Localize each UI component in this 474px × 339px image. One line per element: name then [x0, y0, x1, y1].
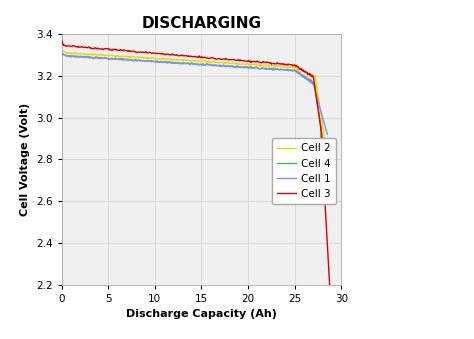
Cell 1: [139, 59, 145, 63]
Cell 3: [327, 283, 332, 287]
Cell 1: [322, 125, 328, 129]
Cell 3: [243, 59, 249, 63]
Cell 3: [230, 58, 236, 62]
Cell 4: [325, 172, 331, 176]
Title: DISCHARGING: DISCHARGING: [141, 16, 262, 31]
Cell 3: [294, 63, 300, 67]
Cell 2: [106, 54, 112, 58]
Cell 2: [139, 55, 145, 59]
Cell 2: [59, 47, 64, 52]
Cell 1: [324, 132, 330, 136]
Cell 2: [327, 172, 333, 176]
Cell 1: [311, 83, 317, 87]
Cell 3: [197, 54, 202, 58]
Line: Cell 3: Cell 3: [62, 40, 329, 285]
Cell 2: [108, 53, 113, 57]
Cell 4: [59, 52, 64, 56]
Line: Cell 1: Cell 1: [62, 53, 327, 134]
Cell 4: [108, 57, 113, 61]
Cell 1: [108, 57, 113, 61]
Cell 1: [59, 51, 64, 55]
Cell 3: [289, 63, 295, 67]
Cell 4: [312, 84, 318, 88]
Line: Cell 2: Cell 2: [62, 49, 330, 174]
X-axis label: Discharge Capacity (Ah): Discharge Capacity (Ah): [126, 310, 277, 319]
Cell 3: [59, 38, 64, 42]
Y-axis label: Cell Voltage (Volt): Cell Voltage (Volt): [20, 103, 30, 216]
Cell 1: [72, 54, 77, 58]
Cell 4: [323, 159, 329, 163]
Cell 2: [72, 51, 77, 55]
Cell 2: [325, 158, 331, 162]
Legend: Cell 2, Cell 4, Cell 1, Cell 3: Cell 2, Cell 4, Cell 1, Cell 3: [272, 138, 336, 204]
Line: Cell 4: Cell 4: [62, 54, 328, 174]
Cell 4: [106, 57, 112, 61]
Cell 4: [72, 54, 77, 58]
Cell 1: [106, 57, 112, 61]
Cell 2: [313, 78, 319, 82]
Cell 3: [113, 47, 118, 51]
Cell 4: [139, 59, 145, 63]
